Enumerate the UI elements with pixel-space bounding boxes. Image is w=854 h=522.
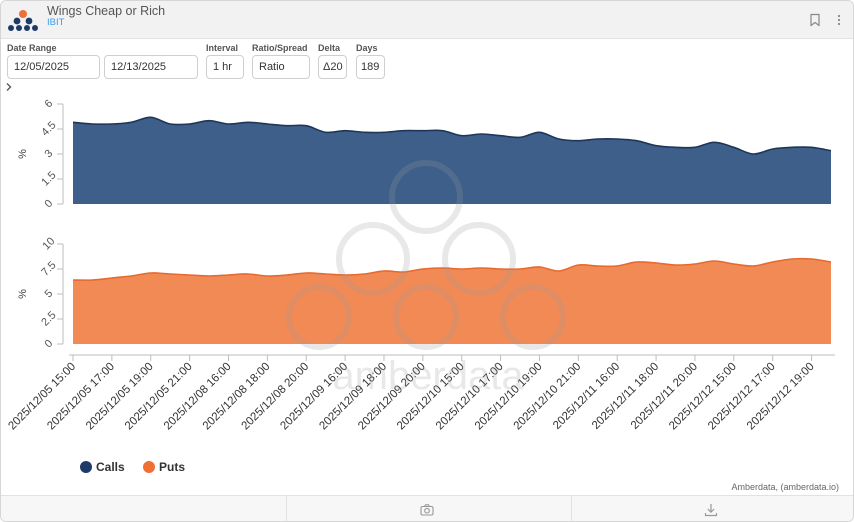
amberdata-logo-icon (8, 10, 38, 31)
more-vertical-icon[interactable] (832, 13, 846, 27)
delta-select[interactable]: Δ20 (318, 55, 347, 79)
x-tick-label: 2025/12/08 18:00 (201, 361, 273, 433)
x-tick-label: 2025/12/11 20:00 (629, 361, 700, 432)
widget-title: Wings Cheap or Rich (47, 4, 166, 18)
x-tick-label: 2025/12/12 17:00 (706, 361, 778, 433)
days-input[interactable]: 189 (356, 55, 385, 79)
x-tick-label: 2025/12/05 19:00 (84, 361, 156, 433)
bookmark-icon[interactable] (808, 13, 822, 27)
widget-footer (1, 495, 853, 521)
widget-header: Wings Cheap or Rich IBIT (1, 1, 853, 39)
y-tick-label: 2.5 (39, 309, 58, 328)
x-tick-label: 2025/12/12 15:00 (667, 361, 739, 433)
legend-label-puts: Puts (159, 460, 186, 474)
x-tick-label: 2025/12/12 19:00 (745, 361, 817, 433)
ratio-control: Ratio/Spread Ratio (252, 41, 310, 79)
x-tick-label: 2025/12/11 18:00 (590, 361, 661, 432)
ratio-label: Ratio/Spread (252, 43, 308, 53)
start-date-input[interactable]: 12/05/2025 (7, 55, 100, 79)
y-tick-label: 5 (43, 288, 56, 301)
y-tick-label: 4.5 (39, 119, 58, 138)
calls-line (72, 116, 832, 155)
end-date-control: 12/13/2025 (104, 55, 198, 79)
y-tick-label: 3 (43, 148, 56, 161)
puts-panel: 0 2.5 5 7.5 10% (17, 235, 832, 351)
x-tick-label: 2025/12/05 21:00 (123, 361, 195, 433)
delta-control: Delta Δ20 (318, 41, 347, 79)
days-control: Days 189 (356, 41, 385, 79)
end-date-input[interactable]: 12/13/2025 (104, 55, 198, 79)
footer-divider (571, 496, 572, 521)
camera-icon[interactable] (419, 502, 435, 518)
chevron-right-icon[interactable] (5, 82, 13, 92)
y-tick-label: 10 (40, 235, 57, 252)
x-tick-label: 2025/12/08 16:00 (162, 361, 234, 433)
interval-label: Interval (206, 43, 239, 53)
x-tick-label: 2025/12/05 15:00 (6, 361, 78, 433)
x-tick-label: 2025/12/08 20:00 (240, 361, 312, 433)
footer-divider (286, 496, 287, 521)
y-tick-label: 7.5 (39, 259, 58, 278)
widget-subtitle: IBIT (47, 17, 65, 28)
chart-credit: Amberdata, (amberdata.io) (731, 482, 839, 492)
y-axis-label: % (17, 289, 29, 299)
watermark-text: amberdata (332, 354, 524, 398)
x-tick-label: 2025/12/05 17:00 (45, 361, 117, 433)
legend-dot-calls (80, 461, 92, 473)
puts-line (72, 257, 832, 281)
legend-dot-puts (143, 461, 155, 473)
watermark: amberdata (286, 160, 566, 398)
calls-area (73, 117, 831, 204)
download-icon[interactable] (703, 502, 719, 518)
date-range-control: Date Range 12/05/2025 (7, 41, 100, 79)
days-label: Days (356, 43, 378, 53)
ratio-select[interactable]: Ratio (252, 55, 310, 79)
interval-control: Interval 1 hr (206, 41, 244, 79)
puts-area (73, 258, 831, 344)
controls-bar: Date Range 12/05/2025 12/13/2025 Interva… (1, 41, 853, 83)
y-tick-label: 0 (43, 198, 56, 211)
y-tick-label: 1.5 (39, 169, 58, 188)
y-axis-label: % (17, 149, 29, 159)
y-tick-label: 0 (43, 338, 56, 351)
chart-area: 01.534.56% 02.557.510% 2025/12/05 15:002… (6, 98, 835, 433)
date-range-label: Date Range (7, 43, 57, 53)
calls-panel: 0 1.5 3 4.5 6% (17, 98, 832, 211)
y-tick-label: 6 (43, 98, 56, 111)
interval-select[interactable]: 1 hr (206, 55, 244, 79)
legend-label-calls: Calls (96, 460, 125, 474)
delta-label: Delta (318, 43, 341, 53)
x-tick-label: 2025/12/11 16:00 (551, 361, 622, 432)
